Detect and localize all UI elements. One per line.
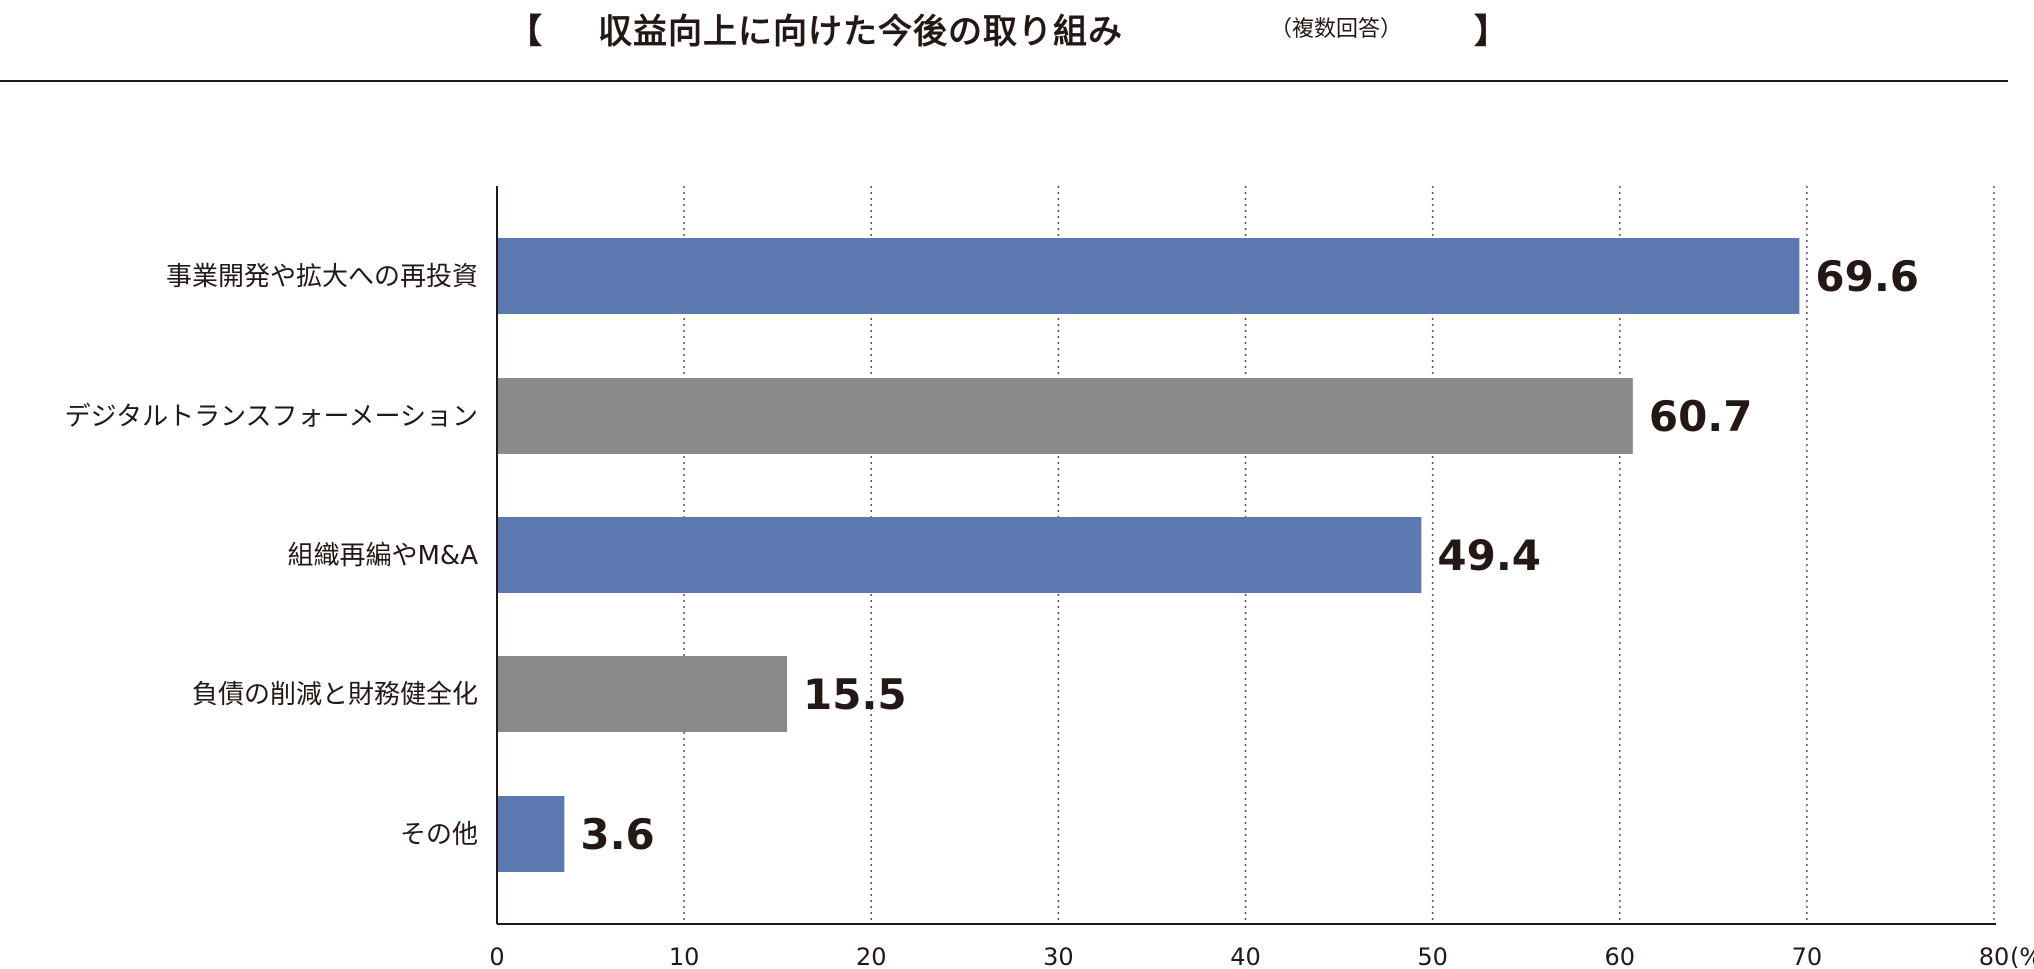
category-label: その他 [400, 820, 478, 850]
chart-title: 【 収益向上に向けた今後の取り組み （複数回答） 】 [0, 0, 2008, 52]
value-label: 49.4 [1437, 531, 1541, 580]
bar [497, 378, 1633, 454]
title-note: （複数回答） [1270, 17, 1403, 42]
value-label: 69.6 [1815, 252, 1919, 301]
category-label: 事業開発や拡大への再投資 [166, 262, 478, 292]
x-unit-label: (%) [2010, 943, 2034, 969]
value-label: 3.6 [580, 810, 654, 859]
x-tick-label: 30 [1043, 943, 1074, 969]
x-tick-label: 60 [1604, 943, 1635, 969]
bar [497, 238, 1800, 314]
category-label: デジタルトランスフォーメーション [65, 402, 478, 432]
value-label: 60.7 [1649, 392, 1753, 441]
bar [497, 796, 565, 872]
title-divider [0, 80, 2008, 82]
category-label: 組織再編やM&A [288, 541, 479, 571]
category-label: 負債の削減と財務健全化 [192, 680, 478, 710]
x-tick-label: 20 [856, 943, 887, 969]
x-tick-label: 40 [1230, 943, 1261, 969]
title-text: 収益向上に向けた今後の取り組み [598, 12, 1123, 52]
bar [497, 656, 788, 732]
x-tick-label: 70 [1792, 943, 1823, 969]
title-close-bracket: 】 [1474, 12, 1508, 52]
value-label: 15.5 [803, 670, 907, 719]
bar [497, 517, 1422, 593]
x-tick-label: 50 [1417, 943, 1448, 969]
x-tick-label: 0 [489, 943, 504, 969]
bars [497, 238, 1800, 872]
title-open-bracket: 【 [508, 12, 542, 52]
x-axis-ticks: 0 10 20 30 40 50 60 70 80(%) [489, 943, 2034, 969]
x-tick-label: 80 [1979, 943, 2010, 969]
x-tick-label: 10 [669, 943, 700, 969]
value-labels: 69.6 60.7 49.4 15.5 3.6 [580, 252, 1919, 859]
